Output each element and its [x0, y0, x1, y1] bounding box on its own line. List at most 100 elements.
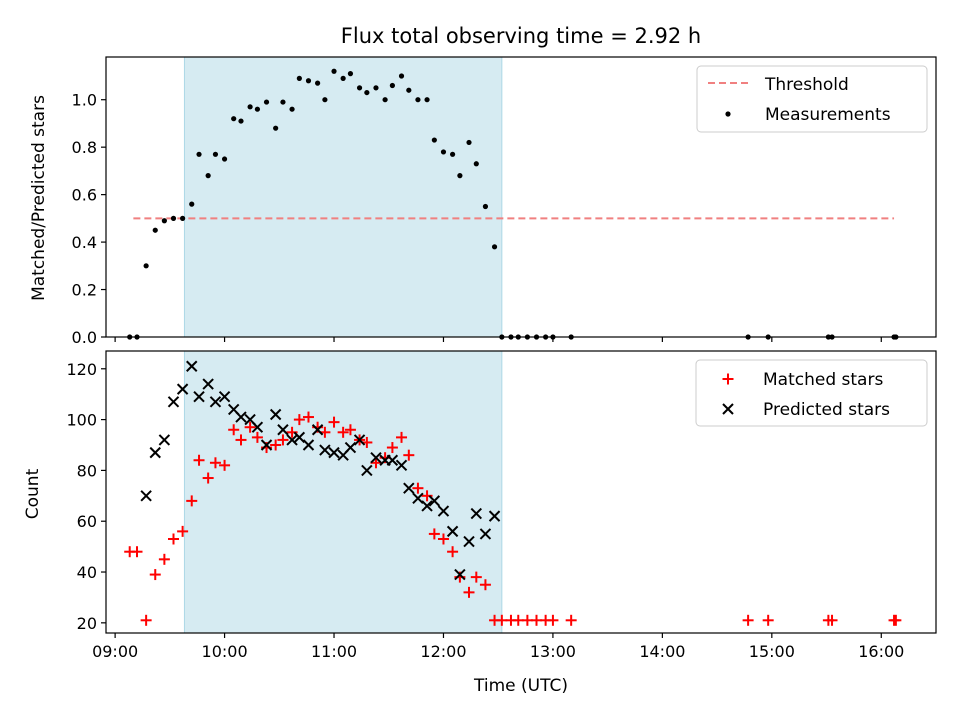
matched-star-point: [428, 528, 440, 540]
predicted-star-point: [269, 408, 282, 421]
predicted-star-point: [293, 431, 306, 444]
measurement-point: [389, 82, 395, 89]
matched-star-point: [202, 472, 214, 484]
predicted-star-point: [140, 490, 152, 502]
matched-star-point: [270, 439, 282, 451]
predicted-star-point: [167, 396, 180, 408]
measurement-point: [289, 106, 295, 112]
measurement-point: [161, 218, 167, 224]
legend-threshold-label: Threshold: [764, 75, 849, 95]
matched-star-point: [565, 614, 577, 626]
matched-star-point: [149, 569, 161, 581]
measurement-point: [340, 75, 346, 81]
predicted-star-point: [437, 505, 450, 517]
measurement-point: [415, 97, 421, 103]
predicted-star-point: [403, 482, 415, 494]
measurement-point: [331, 68, 337, 74]
matched-star-point: [219, 459, 231, 471]
measurement-point: [296, 75, 302, 81]
matched-star-point: [131, 546, 143, 558]
predicted-star-point: [202, 378, 214, 390]
bottom-legend: [695, 359, 928, 427]
y-tick-label: 100: [66, 411, 97, 430]
matched-star-point: [344, 424, 356, 436]
predicted-star-point: [319, 444, 331, 456]
measurement-point: [221, 156, 228, 162]
predicted-star-point: [361, 464, 373, 477]
x-tick-label: 09:00: [92, 642, 138, 661]
measurement-point: [431, 137, 437, 143]
matched-star-point: [209, 457, 221, 469]
measurement-point: [238, 118, 244, 124]
legend-predicted-swatch: [722, 403, 734, 415]
matched-star-point: [437, 533, 449, 545]
measurement-point: [356, 85, 363, 91]
matched-star-point: [328, 416, 340, 428]
measurement-point: [382, 97, 388, 103]
predicted-star-point: [209, 396, 222, 408]
matched-star-point: [479, 579, 491, 591]
measurement-point: [180, 215, 186, 221]
predicted-star-point: [470, 507, 483, 520]
bottom-plot-frame: [105, 350, 937, 634]
measurement-point: [247, 104, 253, 110]
chart-title: Flux total observing time = 2.92 h: [341, 24, 701, 48]
measurement-point: [263, 99, 270, 105]
measurement-point: [398, 73, 405, 79]
matched-star-point: [244, 421, 256, 433]
y-tick-label: 0.8: [72, 138, 97, 157]
matched-star-point: [177, 525, 189, 537]
measurement-point: [373, 85, 379, 91]
measurement-point: [491, 244, 498, 250]
matched-star-point: [386, 442, 398, 454]
predicted-star-point: [454, 568, 466, 581]
predicted-star-point: [235, 411, 247, 423]
matched-star-point: [412, 482, 424, 494]
top-y-axis-label: Matched/Predicted stars: [29, 95, 49, 301]
measurement-point: [347, 71, 354, 77]
matched-star-point: [826, 614, 838, 626]
predicted-star-point: [488, 510, 501, 522]
measurement-point: [364, 89, 370, 96]
y-tick-label: 120: [66, 360, 97, 379]
x-tick-label: 11:00: [311, 642, 357, 661]
predicted-star-point: [395, 459, 408, 472]
x-axis-label: Time (UTC): [473, 676, 568, 696]
predicted-star-point: [218, 391, 231, 403]
measurement-point: [231, 116, 237, 122]
matched-star-point: [228, 424, 240, 436]
predicted-star-point: [277, 424, 289, 436]
matched-star-point: [403, 449, 415, 461]
matched-star-point: [762, 614, 774, 626]
x-tick-label: 14:00: [639, 642, 685, 661]
matched-star-point: [235, 434, 247, 446]
predicted-star-point: [302, 439, 315, 451]
matched-star-point: [421, 490, 433, 502]
predicted-star-point: [344, 441, 357, 454]
measurement-point: [143, 263, 149, 269]
bottom-y-axis-label: Count: [23, 468, 43, 519]
measurement-point: [449, 151, 456, 157]
x-tick-label: 10:00: [202, 642, 248, 661]
matched-star-point: [167, 533, 179, 545]
predicted-star-point: [286, 434, 298, 446]
predicted-star-point: [260, 439, 273, 451]
x-tick-label: 12:00: [420, 642, 466, 661]
matched-star-point: [370, 457, 382, 469]
matched-star-point: [293, 414, 305, 426]
y-tick-label: 0.4: [72, 233, 97, 252]
predicted-star-point: [370, 451, 382, 464]
y-tick-label: 20: [77, 614, 97, 633]
predicted-star-point: [158, 434, 171, 446]
measurement-point: [189, 201, 195, 207]
predicted-star-point: [446, 525, 459, 538]
y-tick-label: 0.2: [72, 281, 97, 300]
measurement-point: [440, 149, 447, 155]
matched-star-point: [470, 571, 482, 583]
predicted-star-point: [412, 492, 424, 505]
legend-measurements-swatch: [725, 111, 731, 117]
predicted-star-point: [386, 454, 399, 466]
matched-star-point: [547, 614, 559, 626]
matched-star-point: [251, 431, 263, 443]
bottom-highlight-span: [183, 350, 503, 634]
